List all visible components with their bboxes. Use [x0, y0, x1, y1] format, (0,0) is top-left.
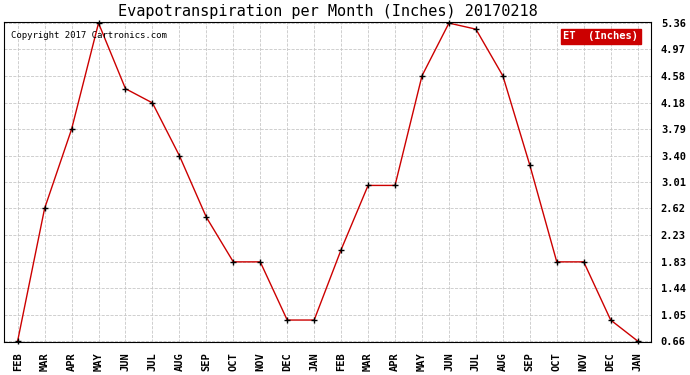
Title: Evapotranspiration per Month (Inches) 20170218: Evapotranspiration per Month (Inches) 20… — [118, 4, 538, 19]
Text: Copyright 2017 Cartronics.com: Copyright 2017 Cartronics.com — [10, 32, 166, 40]
Text: ET  (Inches): ET (Inches) — [563, 32, 638, 41]
